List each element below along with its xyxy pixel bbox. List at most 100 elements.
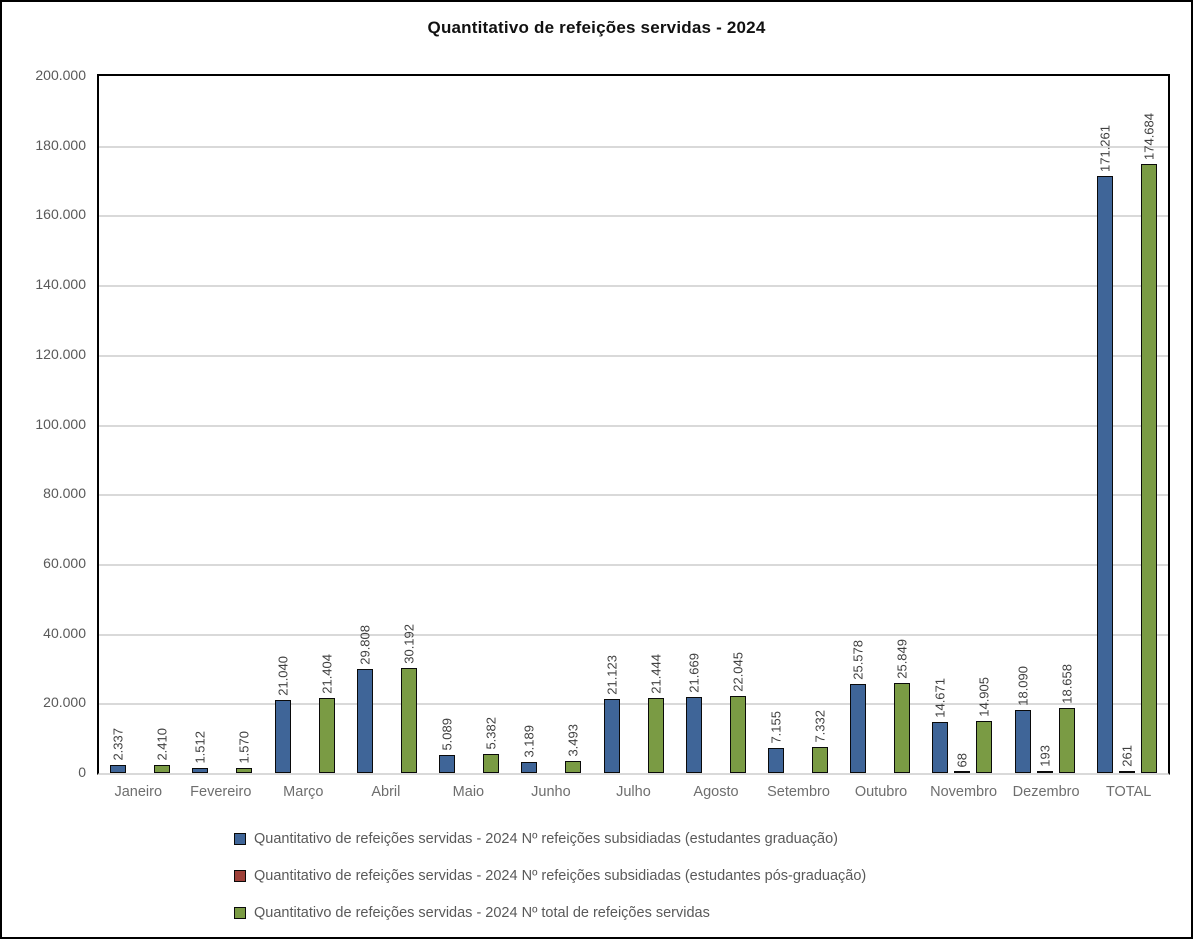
y-tick-label: 40.000 xyxy=(43,624,86,641)
x-tick-label-julho: Julho xyxy=(616,784,651,800)
gridline xyxy=(99,424,1168,427)
bar-value-label: 21.040 xyxy=(275,656,291,696)
gridline xyxy=(99,145,1168,148)
bar-refeicoes-subsidiadas-graduacao: 5.089 xyxy=(439,718,456,773)
bar-value-label: 68 xyxy=(954,752,970,767)
x-tick-label-fevereiro: Fevereiro xyxy=(190,784,252,800)
bar-groups: 2.337 2.410 1.512 1.570 21.040 21.404 29.808 30… xyxy=(99,76,1168,773)
legend-label: Quantitativo de refeições servidas - 202… xyxy=(254,905,710,921)
bar-value-label: 14.905 xyxy=(976,677,992,717)
legend-label: Quantitativo de refeições servidas - 202… xyxy=(254,831,839,847)
bar-value-label: 7.155 xyxy=(768,711,784,744)
y-tick-label: 80.000 xyxy=(43,485,86,502)
bar-refeicoes-subsidiadas-graduacao: 14.671 xyxy=(932,678,949,773)
bar-total-refeicoes-servidas: 21.404 xyxy=(318,654,335,773)
bar-group-fevereiro: 1.512 1.570 xyxy=(181,76,263,773)
bar-value-label: 3.189 xyxy=(521,725,537,758)
bar-value-label: 21.669 xyxy=(686,653,702,693)
bar-refeicoes-subsidiadas-graduacao: 29.808 xyxy=(356,625,373,773)
bar-refeicoes-subsidiadas-graduacao: 21.123 xyxy=(603,655,620,773)
gridline xyxy=(99,215,1168,218)
x-tick-label-janeiro: Janeiro xyxy=(114,784,163,800)
bar-refeicoes-subsidiadas-pos-graduacao: 68 xyxy=(954,753,971,773)
y-tick-label: 140.000 xyxy=(35,276,86,293)
bar-total-refeicoes-servidas: 21.444 xyxy=(647,654,664,773)
gridline xyxy=(99,563,1168,566)
x-tick-label-maio: Maio xyxy=(452,784,485,800)
x-tick-label-março: Março xyxy=(283,784,324,800)
y-tick-label: 180.000 xyxy=(35,136,86,153)
legend-item-refeicoes-subsidiadas-graduacao: Quantitativo de refeições servidas - 202… xyxy=(234,830,866,848)
bar-value-label: 14.671 xyxy=(932,678,948,718)
bar-total-refeicoes-servidas: 3.493 xyxy=(565,724,582,773)
y-tick-label: 100.000 xyxy=(35,415,86,432)
bar-group-novembro: 14.671 68 14.905 xyxy=(921,76,1003,773)
bar-total-refeicoes-servidas: 25.849 xyxy=(894,639,911,773)
bar-refeicoes-subsidiadas-graduacao: 21.669 xyxy=(685,653,702,773)
legend-label: Quantitativo de refeições servidas - 202… xyxy=(254,868,867,884)
bar-total-refeicoes-servidas: 5.382 xyxy=(483,717,500,773)
legend-item-total-refeicoes-servidas: Quantitativo de refeições servidas - 202… xyxy=(234,904,866,922)
bar-refeicoes-subsidiadas-graduacao: 2.337 xyxy=(110,728,127,773)
bar-total-refeicoes-servidas: 174.684 xyxy=(1140,113,1157,773)
bar-refeicoes-subsidiadas-pos-graduacao: 261 xyxy=(1118,745,1135,773)
bar-refeicoes-subsidiadas-graduacao: 25.578 xyxy=(850,640,867,773)
bar-value-label: 25.849 xyxy=(894,639,910,679)
x-tick-label-setembro: Setembro xyxy=(767,784,830,800)
bar-total-refeicoes-servidas: 1.570 xyxy=(236,731,253,773)
bar-value-label: 7.332 xyxy=(812,710,828,743)
x-tick-label-dezembro: Dezembro xyxy=(1012,784,1080,800)
bar-refeicoes-subsidiadas-graduacao: 18.090 xyxy=(1014,666,1031,773)
bar-total-refeicoes-servidas: 22.045 xyxy=(729,652,746,773)
chart-legend: Quantitativo de refeições servidas - 202… xyxy=(234,830,866,922)
bar-value-label: 2.410 xyxy=(154,728,170,761)
y-tick-label: 160.000 xyxy=(35,206,86,223)
bar-group-janeiro: 2.337 2.410 xyxy=(99,76,181,773)
bar-total-refeicoes-servidas: 2.410 xyxy=(154,728,171,773)
gridline xyxy=(99,285,1168,288)
bar-total-refeicoes-servidas: 18.658 xyxy=(1058,664,1075,773)
x-tick-label-agosto: Agosto xyxy=(693,784,739,800)
bar-group-maio: 5.089 5.382 xyxy=(428,76,510,773)
bar-value-label: 5.382 xyxy=(483,717,499,750)
bar-refeicoes-subsidiadas-graduacao: 171.261 xyxy=(1096,125,1113,773)
bar-total-refeicoes-servidas: 14.905 xyxy=(976,677,993,773)
chart-title: Quantitativo de refeições servidas - 202… xyxy=(427,18,766,37)
gridline xyxy=(99,354,1168,357)
bar-group-outubro: 25.578 25.849 xyxy=(839,76,921,773)
bar-group-abril: 29.808 30.192 xyxy=(346,76,428,773)
bar-refeicoes-subsidiadas-pos-graduacao: 193 xyxy=(1036,745,1053,773)
legend-swatch-icon xyxy=(234,833,246,845)
legend-item-refeicoes-subsidiadas-pos-graduacao: Quantitativo de refeições servidas - 202… xyxy=(234,867,866,885)
bar-value-label: 1.512 xyxy=(192,731,208,764)
bar-group-março: 21.040 21.404 xyxy=(263,76,345,773)
bar-value-label: 174.684 xyxy=(1141,113,1157,160)
y-tick-label: 200.000 xyxy=(35,67,86,83)
bar-value-label: 22.045 xyxy=(730,652,746,692)
gridline xyxy=(99,703,1168,706)
x-tick-label-junho: Junho xyxy=(531,784,571,800)
bar-total-refeicoes-servidas: 7.332 xyxy=(811,710,828,773)
bar-value-label: 21.123 xyxy=(604,655,620,695)
bar-value-label: 25.578 xyxy=(850,640,866,680)
x-tick-label-total: TOTAL xyxy=(1105,784,1152,800)
bar-value-label: 261 xyxy=(1119,745,1135,767)
x-tick-label-novembro: Novembro xyxy=(930,784,998,800)
bar-value-label: 2.337 xyxy=(110,728,126,761)
bar-refeicoes-subsidiadas-graduacao: 3.189 xyxy=(521,725,538,773)
bar-value-label: 21.404 xyxy=(319,654,335,694)
x-tick-label-outubro: Outubro xyxy=(854,784,908,800)
y-tick-label: 20.000 xyxy=(43,694,86,711)
y-tick-label: 120.000 xyxy=(35,345,86,362)
plot-area: 2.337 2.410 1.512 1.570 21.040 21.404 29.808 30… xyxy=(97,74,1170,775)
bar-group-junho: 3.189 3.493 xyxy=(510,76,592,773)
bar-group-agosto: 21.669 22.045 xyxy=(675,76,757,773)
bar-value-label: 18.090 xyxy=(1015,666,1031,706)
y-tick-label: 60.000 xyxy=(43,554,86,571)
bar-group-julho: 21.123 21.444 xyxy=(592,76,674,773)
bar-value-label: 3.493 xyxy=(565,724,581,757)
bar-total-refeicoes-servidas: 30.192 xyxy=(400,624,417,773)
bar-group-total: 171.261 261 174.684 xyxy=(1086,76,1168,773)
bar-group-setembro: 7.155 7.332 xyxy=(757,76,839,773)
